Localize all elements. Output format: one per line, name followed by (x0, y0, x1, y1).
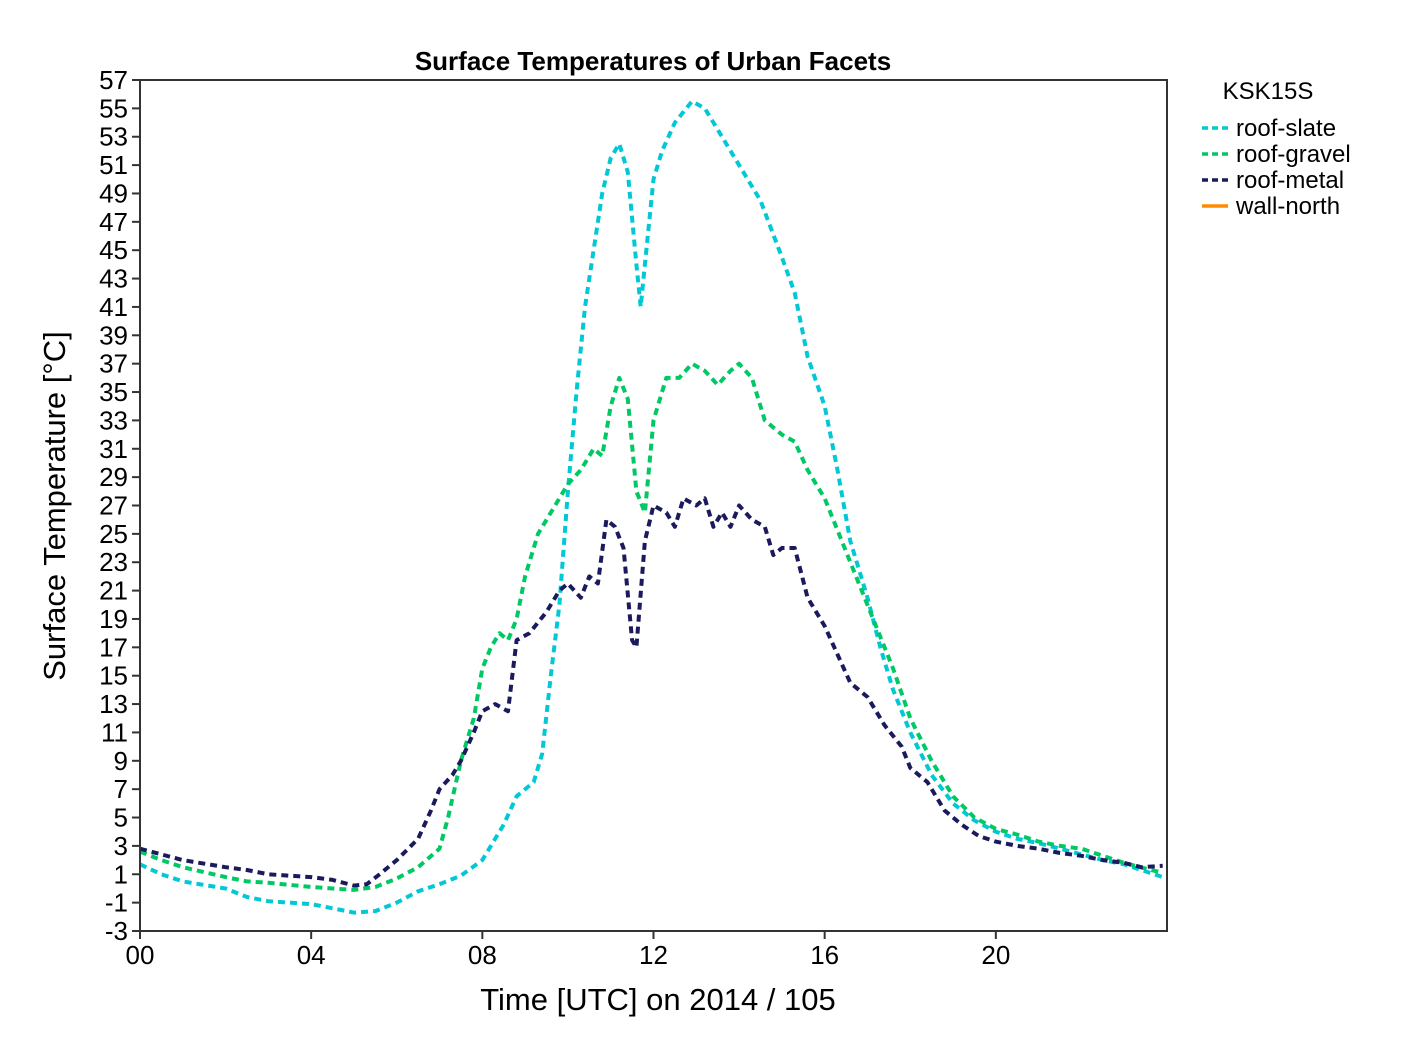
y-tick-label: 13 (99, 689, 128, 719)
y-tick-label: 19 (99, 604, 128, 634)
plot-frame (139, 79, 1168, 932)
series-layer (139, 99, 1164, 915)
y-tick-label: 7 (114, 774, 128, 804)
x-axis-label: Time [UTC] on 2014 / 105 (480, 982, 836, 1017)
y-tick-label: 5 (114, 803, 128, 833)
y-tick-label: 41 (99, 292, 128, 322)
y-tick-label: 27 (99, 491, 128, 521)
x-tick-label: 08 (468, 940, 497, 970)
y-axis: -3-1135791113151719212325272931333537394… (99, 65, 140, 946)
series-line-roof-gravel (139, 361, 1164, 892)
y-tick-label: 57 (99, 65, 128, 95)
legend-item-roof-metal: roof-metal (1236, 167, 1344, 194)
y-tick-label: 45 (99, 235, 128, 265)
series-line-roof-slate (139, 99, 1164, 915)
y-tick-label: 21 (99, 576, 128, 606)
y-tick-label: 25 (99, 519, 128, 549)
y-tick-label: -1 (105, 888, 128, 918)
y-tick-label: 53 (99, 122, 128, 152)
y-tick-label: 47 (99, 207, 128, 237)
x-tick-label: 04 (297, 940, 326, 970)
legend: KSK15S roof-slateroof-gravelroof-metalwa… (1202, 78, 1351, 220)
series-line-roof-metal (139, 496, 1163, 888)
legend-item-roof-slate: roof-slate (1236, 115, 1336, 142)
y-tick-label: 17 (99, 632, 128, 662)
y-tick-label: 23 (99, 547, 128, 577)
y-tick-label: 15 (99, 661, 128, 691)
y-tick-label: 55 (99, 93, 128, 123)
x-tick-label: 12 (639, 940, 668, 970)
y-tick-label: 33 (99, 405, 128, 435)
chart-title: Surface Temperatures of Urban Facets (415, 46, 891, 76)
y-tick-label: 51 (99, 150, 128, 180)
legend-title: KSK15S (1223, 78, 1314, 105)
x-tick-label: 00 (126, 940, 155, 970)
x-axis: 00 04 08 12 16 20 (126, 931, 1010, 970)
y-tick-label: 43 (99, 264, 128, 294)
y-tick-label: 35 (99, 377, 128, 407)
legend-item-roof-gravel: roof-gravel (1236, 141, 1351, 168)
y-axis-label: Surface Temperature [°C] (37, 331, 72, 681)
y-tick-label: 37 (99, 349, 128, 379)
y-tick-label: 9 (114, 746, 128, 776)
y-tick-label: 49 (99, 178, 128, 208)
y-tick-label: -3 (105, 916, 128, 946)
y-tick-label: 11 (101, 717, 128, 747)
x-tick-label: 16 (810, 940, 839, 970)
x-tick-label: 20 (981, 940, 1010, 970)
y-tick-label: 1 (114, 859, 128, 889)
y-tick-label: 39 (99, 320, 128, 350)
y-tick-label: 3 (114, 831, 128, 861)
y-tick-label: 31 (99, 434, 128, 464)
y-tick-label: 29 (99, 462, 128, 492)
legend-item-wall-north: wall-north (1235, 193, 1340, 220)
